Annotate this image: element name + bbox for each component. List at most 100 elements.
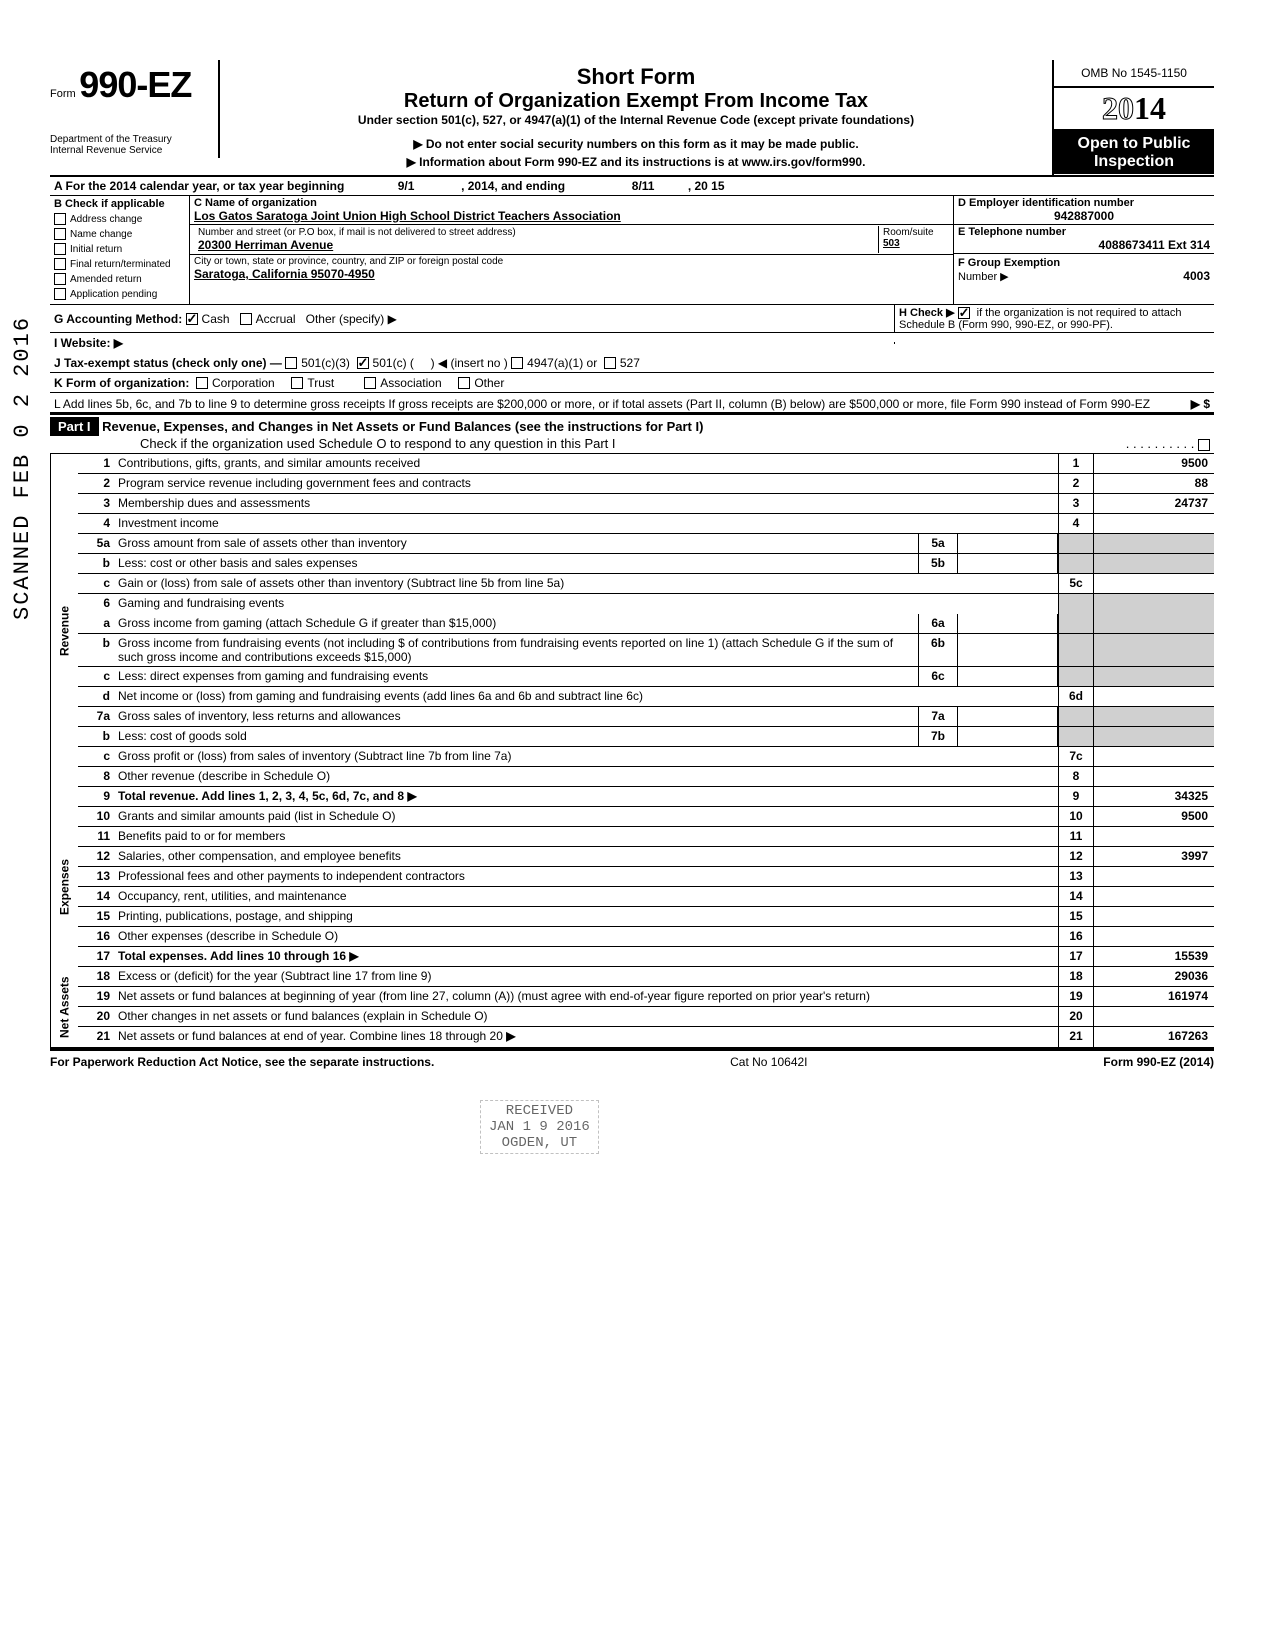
chk-accrual[interactable] [240, 313, 252, 325]
line10-desc: Grants and similar amounts paid (list in… [118, 809, 395, 823]
group-exemption: 4003 [1183, 269, 1210, 283]
line13-val [1094, 867, 1214, 886]
f-label2: Number ▶ [958, 271, 1009, 283]
g-label: G Accounting Method: [54, 312, 182, 326]
tax-year: 2014 [1054, 88, 1214, 131]
line5a-desc: Gross amount from sale of assets other t… [118, 536, 407, 550]
line5c-val [1094, 574, 1214, 593]
omb-number: OMB No 1545-1150 [1054, 60, 1214, 88]
l-text: L Add lines 5b, 6c, and 7b to line 9 to … [50, 396, 1187, 412]
col-b-checkboxes: B Check if applicable Address change Nam… [50, 196, 190, 304]
chk-corp[interactable] [196, 377, 208, 389]
footer-right: Form 990-EZ (2014) [1103, 1055, 1214, 1069]
line20-val [1094, 1007, 1214, 1026]
line6d-val [1094, 687, 1214, 706]
footer-left: For Paperwork Reduction Act Notice, see … [50, 1055, 434, 1069]
part1-title: Revenue, Expenses, and Changes in Net As… [102, 419, 703, 434]
line19-desc: Net assets or fund balances at beginning… [118, 989, 870, 1003]
line-a-label: A For the 2014 calendar year, or tax yea… [50, 177, 1214, 195]
subtitle: Under section 501(c), 527, or 4947(a)(1)… [228, 113, 1044, 127]
chk-501c3[interactable] [285, 357, 297, 369]
city-label: City or town, state or province, country… [194, 256, 949, 267]
open-to-public: Open to Public Inspection [1054, 131, 1214, 174]
line18-val: 29036 [1094, 967, 1214, 986]
line16-val [1094, 927, 1214, 946]
e-label: E Telephone number [958, 226, 1210, 238]
netassets-section: Net Assets 18Excess or (deficit) for the… [50, 967, 1214, 1049]
line-l: L Add lines 5b, 6c, and 7b to line 9 to … [50, 393, 1214, 413]
line12-desc: Salaries, other compensation, and employ… [118, 849, 401, 863]
chk-cash[interactable] [186, 313, 198, 325]
line-j: J Tax-exempt status (check only one) — 5… [50, 353, 1214, 373]
chk-501c[interactable] [357, 357, 369, 369]
chk-schedule-o[interactable] [1198, 439, 1210, 451]
dept-line2: Internal Revenue Service [50, 145, 212, 156]
chk-assoc[interactable] [364, 377, 376, 389]
line12-val: 3997 [1094, 847, 1214, 866]
line-i: I Website: ▶ [50, 333, 1214, 353]
form-right-block: OMB No 1545-1150 2014 Open to Public Ins… [1054, 60, 1214, 174]
d-label: D Employer identification number [958, 197, 1210, 209]
chk-app-pending[interactable] [54, 288, 66, 300]
info-url: Information about Form 990-EZ and its in… [228, 155, 1044, 169]
line6c-desc: Less: direct expenses from gaming and fu… [118, 669, 428, 683]
chk-final-return[interactable] [54, 258, 66, 270]
line11-desc: Benefits paid to or for members [118, 829, 285, 843]
revenue-label: Revenue [50, 454, 78, 807]
form-title-block: Short Form Return of Organization Exempt… [220, 60, 1054, 175]
line3-val: 24737 [1094, 494, 1214, 513]
org-name: Los Gatos Saratoga Joint Union High Scho… [194, 209, 949, 223]
line21-val: 167263 [1094, 1027, 1214, 1047]
chk-schedule-b[interactable] [958, 307, 970, 319]
line8-val [1094, 767, 1214, 786]
k-label: K Form of organization: [54, 376, 189, 390]
line9-val: 34325 [1094, 787, 1214, 806]
chk-initial-return[interactable] [54, 243, 66, 255]
col-c-org: C Name of organization Los Gatos Saratog… [190, 196, 954, 304]
line20-desc: Other changes in net assets or fund bala… [118, 1009, 488, 1023]
dept-treasury: Department of the Treasury Internal Reve… [50, 134, 212, 156]
part1-header: Part I Revenue, Expenses, and Changes in… [50, 413, 1214, 454]
received-stamp: RECEIVED JAN 1 9 2016 OGDEN, UT [480, 1100, 599, 1154]
org-street: 20300 Herriman Avenue [198, 238, 874, 252]
form-header: Form 990-EZ Department of the Treasury I… [50, 60, 1214, 177]
line15-desc: Printing, publications, postage, and shi… [118, 909, 353, 923]
chk-4947[interactable] [511, 357, 523, 369]
chk-amended[interactable] [54, 273, 66, 285]
f-label: F Group Exemption [958, 257, 1060, 269]
line8-desc: Other revenue (describe in Schedule O) [118, 769, 330, 783]
title-line1: Short Form [228, 64, 1044, 90]
line21-desc: Net assets or fund balances at end of ye… [118, 1029, 503, 1043]
h-label: H Check ▶ [899, 307, 955, 319]
line17-desc: Total expenses. Add lines 10 through 16 [118, 949, 346, 963]
line17-val: 15539 [1094, 947, 1214, 966]
line-a: A For the 2014 calendar year, or tax yea… [50, 177, 1214, 196]
footer: For Paperwork Reduction Act Notice, see … [50, 1049, 1214, 1069]
chk-address-change[interactable] [54, 213, 66, 225]
line7b-desc: Less: cost of goods sold [118, 729, 247, 743]
title-line2: Return of Organization Exempt From Incom… [228, 90, 1044, 113]
chk-trust[interactable] [291, 377, 303, 389]
part1-check-text: Check if the organization used Schedule … [140, 436, 616, 451]
line5b-desc: Less: cost or other basis and sales expe… [118, 556, 357, 570]
line2-desc: Program service revenue including govern… [118, 476, 471, 490]
scanned-stamp: SCANNED FEB 0 2 2016 [10, 316, 35, 620]
footer-mid: Cat No 10642I [730, 1055, 807, 1069]
open-line1: Open to Public [1056, 135, 1212, 153]
line1-val: 9500 [1094, 454, 1214, 473]
line-g-h: G Accounting Method: Cash Accrual Other … [50, 305, 1214, 333]
ein-value: 942887000 [958, 209, 1210, 223]
chk-name-change[interactable] [54, 228, 66, 240]
line6-desc: Gaming and fundraising events [118, 596, 284, 610]
line7a-desc: Gross sales of inventory, less returns a… [118, 709, 401, 723]
line5c-desc: Gain or (loss) from sale of assets other… [118, 576, 564, 590]
l-arrow: ▶ $ [1187, 396, 1214, 412]
chk-other-org[interactable] [458, 377, 470, 389]
revenue-section: Revenue 1Contributions, gifts, grants, a… [50, 454, 1214, 807]
phone-value: 4088673411 Ext 314 [958, 238, 1210, 252]
chk-527[interactable] [604, 357, 616, 369]
line18-desc: Excess or (deficit) for the year (Subtra… [118, 969, 431, 983]
form-id-block: Form 990-EZ Department of the Treasury I… [50, 60, 220, 158]
line7c-val [1094, 747, 1214, 766]
street-label: Number and street (or P.O box, if mail i… [198, 227, 874, 238]
